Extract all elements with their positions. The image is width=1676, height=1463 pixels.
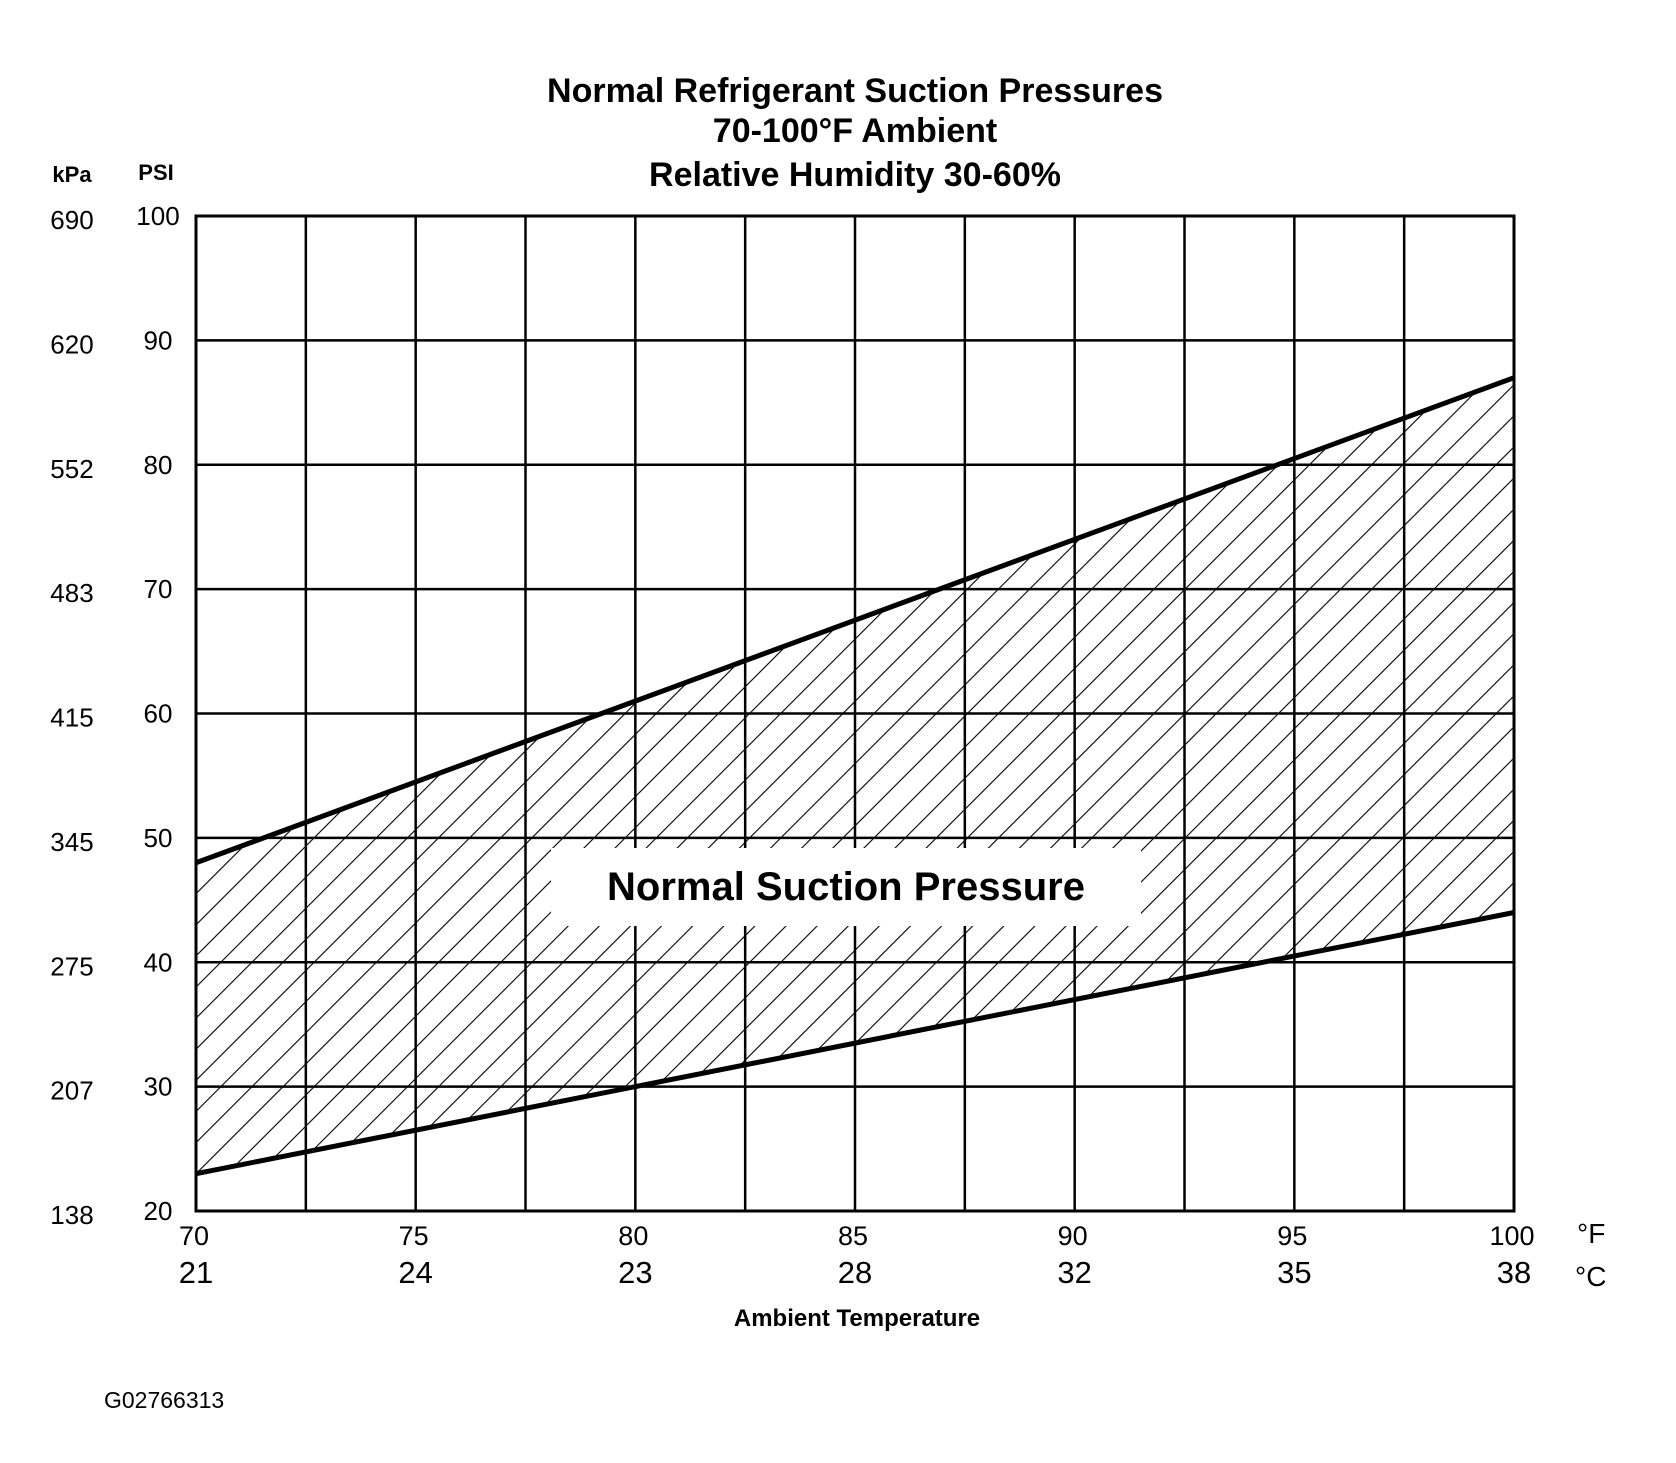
x-tick-c-28: 28	[838, 1255, 872, 1290]
y-tick-labels-kpa: 138 207 275 345 415 483 552 620 690	[50, 205, 93, 1230]
y-tick-kpa-483: 483	[50, 578, 93, 608]
x-tick-c-23: 23	[618, 1255, 652, 1290]
chart-title-line-3: Relative Humidity 30-60%	[649, 156, 1061, 194]
x-tick-f-75: 75	[399, 1221, 429, 1251]
x-tick-c-38: 38	[1497, 1255, 1531, 1290]
y-tick-kpa-275: 275	[50, 951, 93, 981]
y-tick-psi-80: 80	[144, 450, 173, 480]
plot-frame	[194, 214, 1516, 1213]
y-tick-psi-90: 90	[144, 325, 173, 355]
y-tick-psi-30: 30	[144, 1072, 173, 1102]
y-tick-labels-psi: 20 30 40 50 60 70 80 90 100	[136, 201, 179, 1226]
x-tick-f-90: 90	[1058, 1221, 1088, 1251]
y-tick-kpa-345: 345	[50, 827, 93, 857]
upper-pressure-limit-line	[195, 375, 1515, 866]
x-axis-unit-fahrenheit: °F	[1577, 1218, 1605, 1249]
figure-id: G02766313	[104, 1387, 224, 1413]
x-tick-labels-fahrenheit: 70 75 80 85 90 95 100	[179, 1221, 1535, 1251]
y-axis-unit-psi: PSI	[138, 160, 173, 185]
y-tick-psi-70: 70	[144, 574, 173, 604]
y-tick-psi-50: 50	[144, 823, 173, 853]
band-label-background	[551, 848, 1141, 926]
lower-pressure-limit-line	[195, 910, 1515, 1177]
x-tick-f-70: 70	[179, 1221, 209, 1251]
y-tick-kpa-415: 415	[50, 703, 93, 733]
x-tick-f-80: 80	[618, 1221, 648, 1251]
y-tick-psi-100: 100	[136, 201, 179, 231]
x-tick-c-32: 32	[1057, 1255, 1091, 1290]
y-tick-kpa-138: 138	[50, 1200, 93, 1230]
x-tick-f-95: 95	[1277, 1221, 1307, 1251]
y-tick-psi-60: 60	[144, 699, 173, 729]
y-tick-kpa-552: 552	[50, 454, 93, 484]
x-tick-f-85: 85	[838, 1221, 868, 1251]
chart-title-line-1: Normal Refrigerant Suction Pressures	[547, 72, 1163, 110]
x-tick-f-100: 100	[1489, 1221, 1534, 1251]
y-tick-kpa-207: 207	[50, 1076, 93, 1106]
x-tick-labels-celsius: 21 24 23 28 32 35 38	[179, 1255, 1531, 1290]
y-tick-psi-40: 40	[144, 947, 173, 977]
x-tick-c-35: 35	[1277, 1255, 1311, 1290]
x-tick-c-21: 21	[179, 1255, 213, 1290]
x-tick-c-24: 24	[398, 1255, 432, 1290]
y-tick-kpa-690: 690	[50, 205, 93, 235]
x-axis-label: Ambient Temperature	[734, 1305, 980, 1332]
y-tick-psi-20: 20	[144, 1196, 173, 1226]
band-label: Normal Suction Pressure	[607, 865, 1085, 909]
y-axis-unit-kpa: kPa	[52, 162, 92, 187]
y-tick-kpa-620: 620	[50, 329, 93, 359]
chart-title-line-2: 70-100°F Ambient	[713, 112, 997, 150]
x-axis-unit-celsius: °C	[1575, 1261, 1606, 1292]
